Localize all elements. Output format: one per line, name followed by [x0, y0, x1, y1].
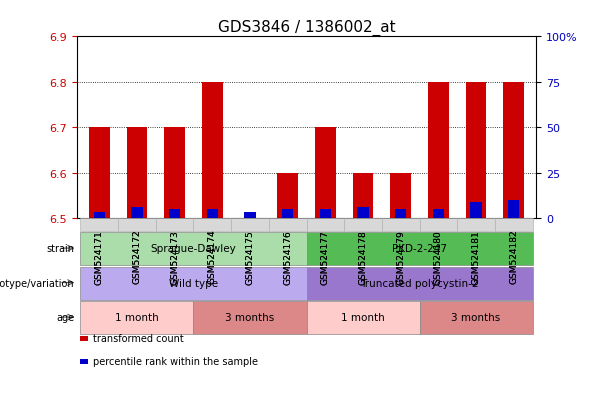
Text: GSM524179: GSM524179: [396, 229, 405, 284]
Bar: [357, 207, 369, 219]
Text: 3 months: 3 months: [451, 312, 501, 322]
Text: Sprague-Dawley: Sprague-Dawley: [151, 244, 237, 254]
Text: transformed count: transformed count: [93, 334, 184, 344]
Text: 1 month: 1 month: [115, 312, 159, 322]
Bar: [244, 212, 256, 219]
Bar: [277, 173, 298, 219]
Text: GSM524171: GSM524171: [95, 229, 104, 284]
Bar: [352, 173, 373, 219]
Text: GSM524180: GSM524180: [434, 229, 443, 284]
Text: 1 month: 1 month: [341, 312, 385, 322]
Text: GSM524175: GSM524175: [245, 229, 254, 284]
Text: GSM524172: GSM524172: [132, 229, 142, 284]
Text: GSM524177: GSM524177: [321, 229, 330, 284]
Text: GSM524182: GSM524182: [509, 229, 518, 284]
Text: 3 months: 3 months: [226, 312, 275, 322]
Text: Wild type: Wild type: [169, 278, 218, 288]
Text: GSM524171: GSM524171: [95, 229, 104, 284]
Bar: [282, 210, 294, 219]
Text: age: age: [56, 312, 74, 322]
Text: GSM524181: GSM524181: [471, 229, 481, 284]
Bar: [503, 83, 524, 219]
Bar: [470, 203, 482, 219]
Text: GSM524179: GSM524179: [396, 229, 405, 284]
Text: GSM524178: GSM524178: [359, 229, 368, 284]
Text: GSM524178: GSM524178: [359, 229, 368, 284]
Text: GSM524176: GSM524176: [283, 229, 292, 284]
Text: GSM524181: GSM524181: [471, 229, 481, 284]
Bar: [202, 83, 223, 219]
Text: GSM524173: GSM524173: [170, 229, 179, 284]
Bar: [395, 210, 406, 219]
Text: Truncated polycystin-2: Truncated polycystin-2: [360, 278, 479, 288]
Text: GSM524174: GSM524174: [208, 229, 217, 284]
Text: GSM524177: GSM524177: [321, 229, 330, 284]
Text: strain: strain: [46, 244, 74, 254]
Bar: [319, 210, 331, 219]
Text: GSM524182: GSM524182: [509, 229, 518, 284]
Text: genotype/variation: genotype/variation: [0, 278, 74, 288]
Text: GSM524172: GSM524172: [132, 229, 142, 284]
Text: GSM524174: GSM524174: [208, 229, 217, 284]
Text: GSM524173: GSM524173: [170, 229, 179, 284]
Bar: [131, 207, 143, 219]
Bar: [315, 128, 336, 219]
Text: GSM524175: GSM524175: [245, 229, 254, 284]
Text: GSM524176: GSM524176: [283, 229, 292, 284]
Bar: [126, 128, 147, 219]
Text: PKD-2-247: PKD-2-247: [392, 244, 447, 254]
Bar: [433, 210, 444, 219]
Bar: [94, 212, 105, 219]
Bar: [508, 201, 519, 219]
Bar: [164, 128, 185, 219]
Text: GSM524180: GSM524180: [434, 229, 443, 284]
Bar: [89, 128, 110, 219]
Bar: [428, 83, 449, 219]
Bar: [169, 210, 180, 219]
Bar: [207, 210, 218, 219]
Title: GDS3846 / 1386002_at: GDS3846 / 1386002_at: [218, 20, 395, 36]
Bar: [466, 83, 487, 219]
Bar: [390, 173, 411, 219]
Text: percentile rank within the sample: percentile rank within the sample: [93, 356, 258, 366]
